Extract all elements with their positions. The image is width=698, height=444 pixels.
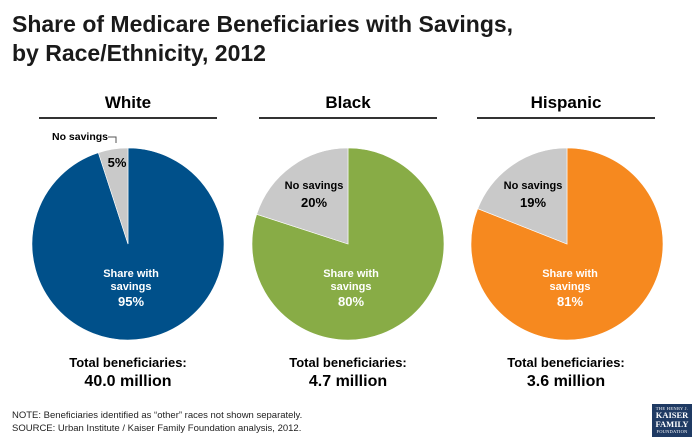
no-savings-label-black: No savings [285, 180, 344, 192]
logo-line-2a: KAISER [655, 410, 689, 420]
no-savings-value-black: 20% [301, 195, 327, 210]
share-label-white-line-2: savings [111, 281, 152, 293]
logo-line-1: THE HENRY J. [655, 406, 689, 411]
chart-title: Share of Medicare Beneficiaries with Sav… [12, 10, 672, 68]
chart-title-line-1: Share of Medicare Beneficiaries with Sav… [12, 11, 514, 37]
total-value-black: 4.7 million [308, 373, 388, 390]
no-savings-value-white: 5% [108, 155, 127, 170]
total-value-hispanic: 3.6 million [526, 373, 606, 390]
share-value-hispanic: 81% [557, 294, 583, 309]
pie-slice-hispanic-no-savings [477, 147, 568, 245]
share-value-black: 80% [338, 294, 364, 309]
logo-line-2b: FAMILY [655, 419, 689, 429]
share-label-white-line-1: Share with [103, 268, 159, 280]
pie-title-white: White [104, 93, 152, 112]
pie-title-black: Black [325, 93, 371, 112]
leader-line-white [108, 136, 117, 143]
no-savings-value-hispanic: 19% [520, 195, 546, 210]
no-savings-label-hispanic: No savings [504, 180, 563, 192]
total-value-white: 40.0 million [84, 373, 172, 390]
share-label-hispanic-line-1: Share with [542, 268, 598, 280]
total-label-black: Total beneficiaries: [289, 355, 407, 370]
logo-line-3: FOUNDATION [656, 429, 688, 434]
pie-slice-white-no-savings [97, 147, 129, 245]
footnote-note: NOTE: Beneficiaries identified as “other… [12, 410, 303, 421]
pie-title-underline-hispanic [477, 117, 655, 119]
share-value-white: 95% [118, 294, 144, 309]
share-label-black-line-1: Share with [323, 268, 379, 280]
no-savings-label-white: No savings [52, 131, 108, 143]
pie-title-underline-white [39, 117, 217, 119]
total-label-white: Total beneficiaries: [69, 355, 187, 370]
share-label-hispanic-line-2: savings [550, 281, 591, 293]
chart-title-line-2: by Race/Ethnicity, 2012 [12, 40, 266, 66]
pie-title-hispanic: Hispanic [530, 93, 602, 112]
total-label-hispanic: Total beneficiaries: [507, 355, 625, 370]
kff-logo: THE HENRY J. KAISER FAMILY FOUNDATION [652, 404, 692, 437]
pie-slice-black-no-savings [256, 147, 349, 245]
footnote-source: SOURCE: Urban Institute / Kaiser Family … [12, 423, 302, 434]
pie-title-underline-black [259, 117, 437, 119]
share-label-black-line-2: savings [331, 281, 372, 293]
